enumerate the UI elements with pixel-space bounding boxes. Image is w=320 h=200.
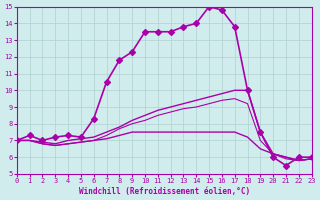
X-axis label: Windchill (Refroidissement éolien,°C): Windchill (Refroidissement éolien,°C) [79, 187, 250, 196]
